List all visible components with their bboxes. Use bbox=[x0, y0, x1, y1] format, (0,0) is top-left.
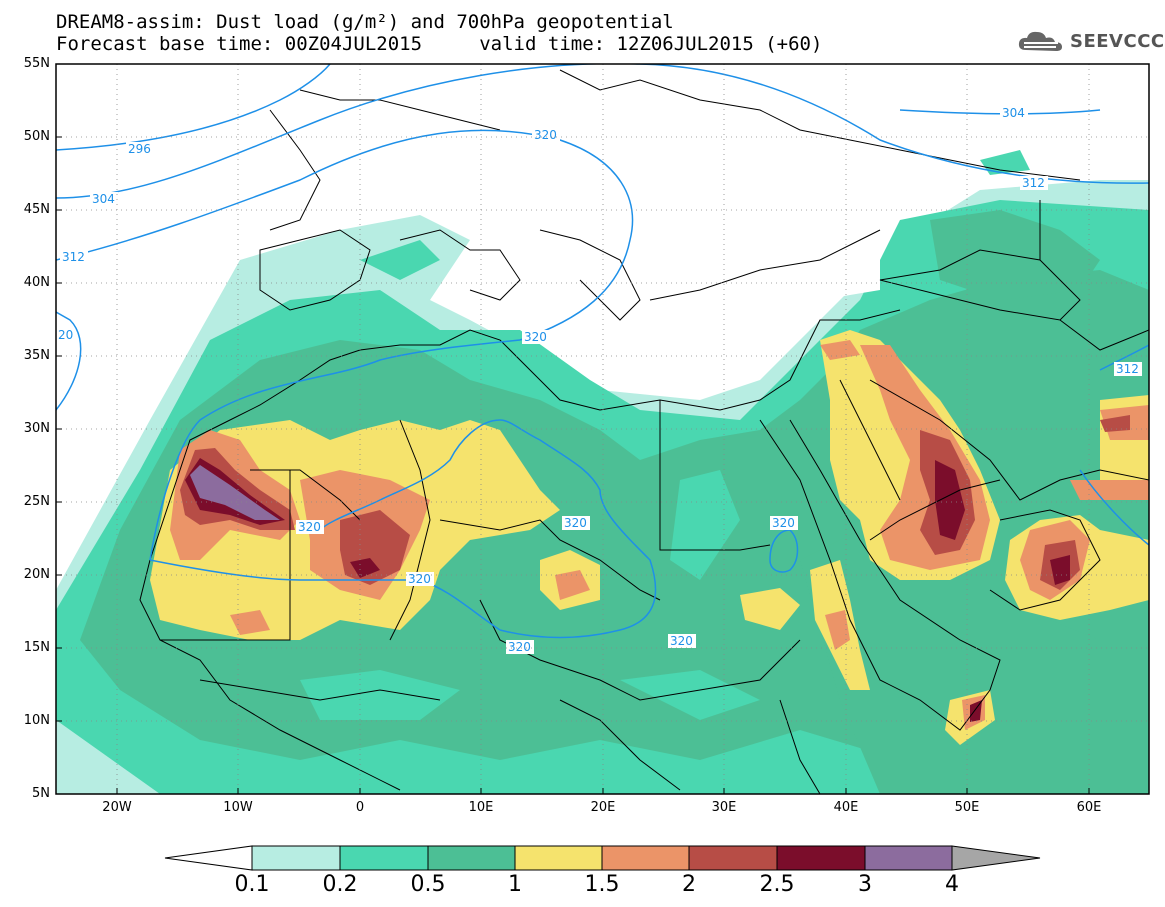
colorbar-swatch bbox=[427, 845, 516, 871]
contour-label: 20 bbox=[58, 328, 73, 342]
contour-labels: 296 304 312 320 320 320 320 320 320 320 … bbox=[58, 106, 1142, 654]
lat-label: 30N bbox=[23, 421, 50, 436]
colorbar-label: 1.5 bbox=[584, 872, 620, 897]
lon-label: 50E bbox=[954, 800, 980, 815]
lat-label: 50N bbox=[23, 129, 50, 144]
lon-label: 20E bbox=[590, 800, 616, 815]
colorbar bbox=[164, 845, 1041, 871]
colorbar-low-arrow bbox=[164, 845, 253, 871]
colorbar-label: 0.2 bbox=[322, 872, 358, 897]
lon-label: 30E bbox=[711, 800, 737, 815]
colorbar-label: 3 bbox=[858, 872, 872, 897]
dust-field: 296 304 312 320 320 320 320 320 320 320 … bbox=[56, 64, 1149, 794]
contour-label: 320 bbox=[564, 516, 587, 530]
colorbar-swatch bbox=[688, 845, 778, 871]
colorbar-label: 2 bbox=[682, 872, 696, 897]
contour-label: 312 bbox=[62, 250, 85, 264]
lat-label: 35N bbox=[23, 348, 50, 363]
axis-ticks bbox=[56, 63, 1090, 794]
coastlines bbox=[139, 69, 1149, 794]
colorbar-label: 0.5 bbox=[410, 872, 446, 897]
map-title: DREAM8-assim: Dust load (g/m²) and 700hP… bbox=[56, 11, 674, 33]
contour-label: 312 bbox=[1022, 176, 1045, 190]
colorbar-swatch bbox=[251, 845, 341, 871]
colorbar-swatch bbox=[601, 845, 690, 871]
colorbar-label: 1 bbox=[508, 872, 522, 897]
lat-label: 55N bbox=[23, 56, 50, 71]
seevccc-logo: SEEVCCC bbox=[1016, 26, 1165, 56]
colorbar-label: 4 bbox=[945, 872, 959, 897]
contour-label: 320 bbox=[298, 520, 321, 534]
contour-label: 320 bbox=[534, 128, 557, 142]
lon-label: 0 bbox=[355, 800, 365, 815]
lat-label: 10N bbox=[23, 713, 50, 728]
colorbar-swatch bbox=[864, 845, 953, 871]
colorbar-high-arrow bbox=[951, 845, 1041, 871]
logo-text: SEEVCCC bbox=[1070, 30, 1165, 52]
contour-label: 304 bbox=[92, 192, 115, 206]
lon-label: 10E bbox=[468, 800, 494, 815]
contour-label: 296 bbox=[128, 142, 151, 156]
lat-label: 25N bbox=[23, 494, 50, 509]
contour-label: 320 bbox=[670, 634, 693, 648]
geopotential-contours bbox=[56, 64, 1149, 639]
colorbar-label: 2.5 bbox=[759, 872, 795, 897]
cloud-icon bbox=[1018, 31, 1062, 51]
lon-label: 10W bbox=[223, 800, 253, 815]
lat-label: 15N bbox=[23, 640, 50, 655]
contour-label: 320 bbox=[408, 572, 431, 586]
contour-label: 312 bbox=[1116, 362, 1139, 376]
lon-label: 40E bbox=[833, 800, 859, 815]
colorbar-label: 0.1 bbox=[234, 872, 270, 897]
contour-label: 320 bbox=[772, 516, 795, 530]
lat-label: 45N bbox=[23, 202, 50, 217]
lon-label: 20W bbox=[102, 800, 132, 815]
lat-label: 5N bbox=[32, 786, 50, 801]
forecast-time-line: Forecast base time: 00Z04JUL2015 valid t… bbox=[56, 33, 823, 55]
colorbar-swatch bbox=[514, 845, 603, 871]
contour-label: 304 bbox=[1002, 106, 1025, 120]
contour-label: 320 bbox=[508, 640, 531, 654]
lat-label: 20N bbox=[23, 567, 50, 582]
colorbar-swatch bbox=[339, 845, 429, 871]
contour-label: 320 bbox=[524, 330, 547, 344]
graticule bbox=[56, 64, 1149, 794]
lat-label: 40N bbox=[23, 275, 50, 290]
colorbar-swatch bbox=[776, 845, 866, 871]
lon-label: 60E bbox=[1076, 800, 1102, 815]
